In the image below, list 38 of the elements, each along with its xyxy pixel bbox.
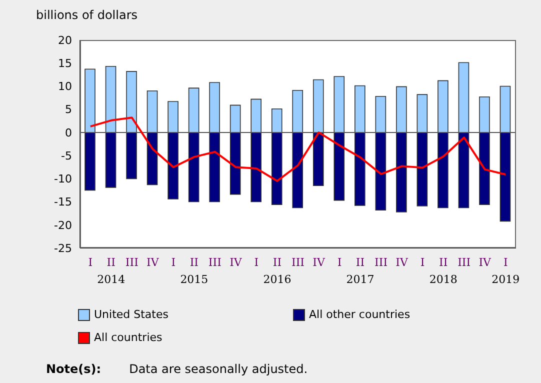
x-tick-label: III [374, 256, 388, 269]
x-tick-label: IV [396, 256, 410, 269]
x-tick-label: III [458, 256, 471, 269]
y-tick-label: -20 [54, 218, 72, 232]
x-tick-label: IV [478, 256, 492, 269]
x-tick-label: II 2018 [429, 256, 458, 286]
x-tick-label: I [420, 256, 425, 269]
x-tick-label: II 2015 [180, 256, 208, 286]
x-tick-label: IV [146, 256, 160, 269]
x-tick-label: III [208, 256, 222, 269]
x-tick-label: II 2016 [263, 256, 292, 286]
y-tick-label: 0 [65, 126, 72, 140]
y-tick-label: -15 [54, 196, 72, 209]
legend-label: All other countries [309, 308, 410, 321]
x-tick-label: II 2014 [97, 256, 126, 286]
x-tick-label: II 2017 [346, 256, 374, 286]
y-tick-label: 10 [58, 80, 72, 94]
y-tick-label: -10 [54, 172, 72, 186]
y-tick-label: -5 [61, 149, 72, 162]
y-tick-label: -25 [54, 242, 72, 255]
x-tick-label: III [291, 256, 305, 269]
y-tick-label: 20 [58, 34, 72, 47]
x-tick-label: I [171, 256, 176, 269]
x-tick-label: I 2019 [492, 256, 520, 286]
x-tick-label: I [88, 256, 93, 269]
x-tick-label: I [254, 256, 259, 269]
x-tick-label: III [125, 256, 138, 269]
y-tick-label: 5 [65, 103, 72, 116]
text: Data are seasonally adjusted. [129, 362, 308, 376]
x-tick-label: IV [230, 256, 243, 269]
legend-label: United States [94, 308, 168, 321]
x-tick-label: I [337, 256, 342, 269]
x-tick-label: IV [312, 256, 326, 269]
y-axis-title: billions of dollars [36, 8, 138, 22]
line-series [89, 116, 507, 182]
text: Note(s): [46, 362, 102, 376]
legend-label: All countries [94, 331, 162, 344]
y-tick-label: 15 [58, 57, 72, 70]
